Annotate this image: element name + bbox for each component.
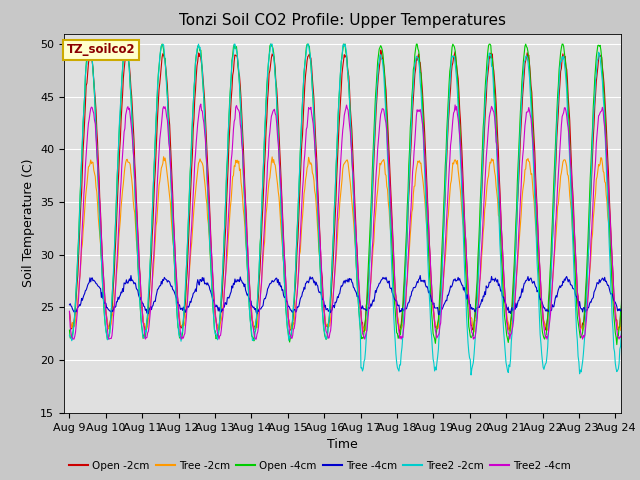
- Tree -2cm: [422, 207, 429, 213]
- Open -4cm: [242, 226, 250, 231]
- Y-axis label: Soil Temperature (C): Soil Temperature (C): [22, 159, 35, 288]
- Tree2 -4cm: [69, 336, 77, 342]
- Text: TZ_soilco2: TZ_soilco2: [67, 43, 136, 56]
- Open -2cm: [292, 279, 300, 285]
- Tree -4cm: [455, 277, 463, 283]
- Title: Tonzi Soil CO2 Profile: Upper Temperatures: Tonzi Soil CO2 Profile: Upper Temperatur…: [179, 13, 506, 28]
- Tree2 -4cm: [134, 248, 142, 253]
- Open -4cm: [134, 273, 142, 278]
- Open -2cm: [270, 53, 278, 59]
- Tree2 -4cm: [66, 308, 74, 314]
- Tree -2cm: [292, 296, 300, 301]
- Tree -2cm: [242, 238, 250, 244]
- Tree -4cm: [134, 288, 141, 293]
- Tree -4cm: [422, 282, 429, 288]
- Tree2 -2cm: [422, 196, 429, 202]
- Tree2 -2cm: [467, 372, 475, 378]
- Tree -2cm: [66, 311, 74, 317]
- X-axis label: Time: Time: [327, 438, 358, 451]
- Tree -4cm: [241, 281, 249, 287]
- Tree2 -2cm: [271, 62, 278, 68]
- Tree -4cm: [292, 310, 300, 315]
- Line: Open -2cm: Open -2cm: [70, 50, 640, 333]
- Tree2 -4cm: [271, 111, 279, 117]
- Tree -4cm: [435, 312, 443, 318]
- Open -4cm: [292, 244, 300, 250]
- Legend: Open -2cm, Tree -2cm, Open -4cm, Tree -4cm, Tree2 -2cm, Tree2 -4cm: Open -2cm, Tree -2cm, Open -4cm, Tree -4…: [65, 456, 575, 475]
- Line: Tree2 -2cm: Tree2 -2cm: [70, 44, 640, 375]
- Open -4cm: [454, 87, 462, 93]
- Tree2 -4cm: [293, 290, 301, 296]
- Open -4cm: [66, 327, 74, 333]
- Open -4cm: [613, 342, 621, 348]
- Open -2cm: [455, 89, 463, 95]
- Line: Tree2 -4cm: Tree2 -4cm: [70, 104, 640, 339]
- Tree2 -4cm: [197, 101, 205, 107]
- Tree -4cm: [270, 279, 278, 285]
- Open -4cm: [271, 59, 278, 64]
- Open -2cm: [422, 167, 430, 172]
- Open -2cm: [396, 330, 404, 336]
- Tree -2cm: [271, 161, 278, 167]
- Line: Open -4cm: Open -4cm: [70, 44, 640, 345]
- Tree2 -4cm: [455, 124, 463, 130]
- Tree2 -4cm: [243, 222, 250, 228]
- Tree2 -2cm: [159, 41, 166, 47]
- Open -2cm: [66, 309, 74, 315]
- Tree2 -2cm: [66, 332, 74, 338]
- Tree -4cm: [417, 273, 424, 278]
- Tree -2cm: [134, 260, 141, 265]
- Tree2 -2cm: [134, 257, 141, 263]
- Tree2 -2cm: [454, 105, 462, 110]
- Open -4cm: [422, 171, 429, 177]
- Tree2 -2cm: [292, 243, 300, 249]
- Open -4cm: [85, 41, 93, 47]
- Tree -4cm: [66, 302, 74, 308]
- Line: Tree -2cm: Tree -2cm: [70, 157, 640, 332]
- Open -2cm: [377, 47, 385, 53]
- Tree -2cm: [160, 154, 168, 160]
- Line: Tree -4cm: Tree -4cm: [70, 276, 640, 315]
- Tree2 -4cm: [422, 180, 430, 186]
- Tree -2cm: [454, 167, 462, 173]
- Tree -2cm: [470, 329, 478, 335]
- Tree2 -2cm: [242, 227, 250, 232]
- Open -2cm: [134, 228, 141, 234]
- Open -2cm: [241, 183, 249, 189]
